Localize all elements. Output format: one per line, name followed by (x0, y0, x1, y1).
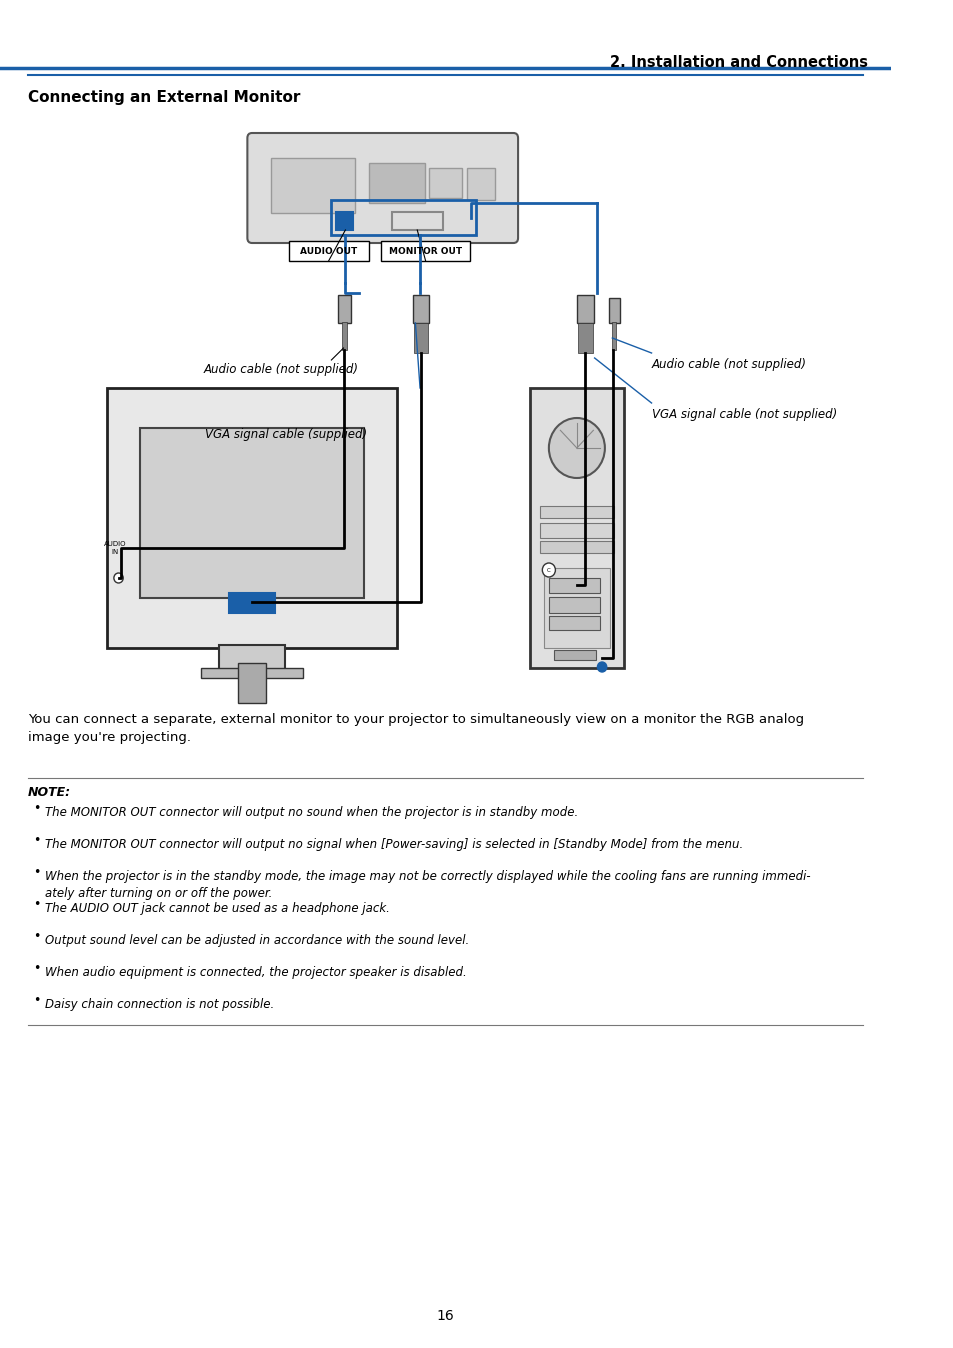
Bar (543, 568, 609, 648)
Text: AUDIO
IN: AUDIO IN (104, 542, 126, 554)
Text: 2. Installation and Connections: 2. Installation and Connections (610, 55, 867, 70)
Bar (413, 324, 428, 353)
Bar (271, 158, 355, 213)
Text: MONITOR OUT: MONITOR OUT (389, 247, 462, 256)
Bar (337, 295, 351, 324)
Text: Output sound level can be adjusted in accordance with the sound level.: Output sound level can be adjusted in ac… (45, 934, 469, 948)
Bar (331, 200, 476, 235)
Text: •: • (33, 834, 41, 847)
Bar (200, 669, 303, 678)
Circle shape (597, 662, 606, 673)
Bar (140, 429, 364, 599)
Text: Audio cable (not supplied): Audio cable (not supplied) (203, 363, 358, 376)
Bar (539, 541, 614, 553)
Bar (238, 663, 266, 704)
Bar (530, 388, 623, 669)
Text: The AUDIO OUT jack cannot be used as a headphone jack.: The AUDIO OUT jack cannot be used as a h… (45, 902, 389, 915)
Bar (612, 322, 616, 350)
Bar (219, 644, 284, 673)
FancyBboxPatch shape (289, 241, 368, 262)
Bar (577, 295, 593, 324)
Bar (341, 322, 347, 350)
Text: VGA signal cable (supplied): VGA signal cable (supplied) (205, 429, 367, 441)
Text: Audio cable (not supplied): Audio cable (not supplied) (651, 359, 805, 371)
Bar (548, 616, 599, 630)
Bar (108, 388, 396, 648)
Text: Connecting an External Monitor: Connecting an External Monitor (28, 90, 300, 105)
Text: NOTE:: NOTE: (28, 786, 71, 799)
Text: 16: 16 (436, 1309, 454, 1322)
Text: •: • (33, 865, 41, 879)
Text: •: • (33, 898, 41, 911)
Text: You can connect a separate, external monitor to your projector to simultaneously: You can connect a separate, external mon… (28, 713, 803, 744)
Text: The MONITOR OUT connector will output no sound when the projector is in standby : The MONITOR OUT connector will output no… (45, 806, 578, 820)
Text: When audio equipment is connected, the projector speaker is disabled.: When audio equipment is connected, the p… (45, 967, 466, 979)
Text: •: • (33, 802, 41, 816)
Bar (578, 324, 592, 353)
Bar (548, 578, 599, 593)
Text: •: • (33, 930, 41, 944)
Text: When the projector is in the standby mode, the image may not be correctly displa: When the projector is in the standby mod… (45, 869, 810, 900)
Bar (553, 650, 595, 661)
Bar (548, 597, 599, 613)
Bar (539, 506, 614, 518)
Text: The MONITOR OUT connector will output no signal when [Power-saving] is selected : The MONITOR OUT connector will output no… (45, 838, 742, 851)
Text: AUDIO OUT: AUDIO OUT (299, 247, 356, 256)
Bar (335, 212, 353, 231)
Text: C: C (546, 568, 550, 573)
Bar (229, 593, 275, 613)
FancyBboxPatch shape (247, 133, 517, 243)
Text: VGA signal cable (not supplied): VGA signal cable (not supplied) (651, 408, 836, 421)
Bar (429, 168, 461, 198)
Circle shape (113, 573, 123, 582)
Text: Daisy chain connection is not possible.: Daisy chain connection is not possible. (45, 998, 274, 1011)
Circle shape (548, 418, 604, 479)
Text: •: • (33, 993, 41, 1007)
Bar (392, 212, 443, 231)
Bar (539, 523, 614, 538)
Bar (412, 295, 429, 324)
Text: •: • (33, 962, 41, 975)
Circle shape (541, 563, 555, 577)
Bar (466, 168, 495, 200)
FancyBboxPatch shape (380, 241, 469, 262)
Bar (368, 163, 424, 204)
Bar (608, 298, 619, 324)
